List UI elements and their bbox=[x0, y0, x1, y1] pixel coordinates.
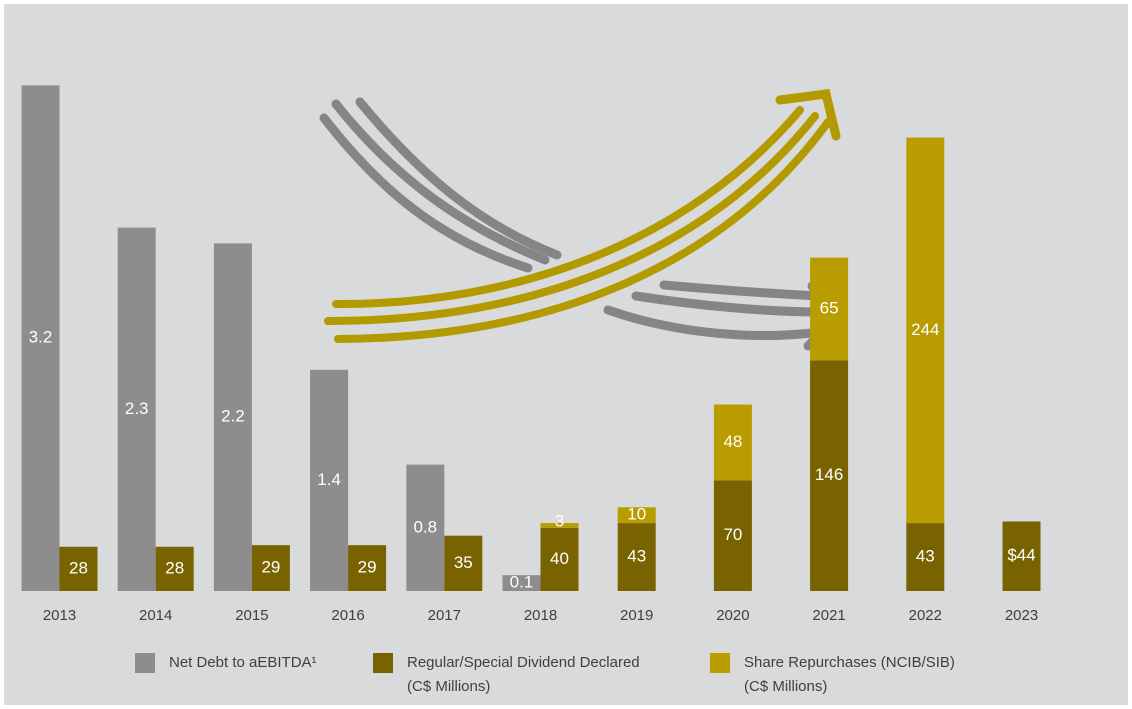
dividend-label-2018: 40 bbox=[550, 549, 569, 568]
net-debt-label-2014: 2.3 bbox=[125, 399, 149, 418]
legend: Net Debt to aEBITDA¹ Regular/Special Divi… bbox=[135, 653, 955, 695]
repurchase-label-2022: 244 bbox=[911, 320, 939, 339]
bars-group: 3.2 28 2.3 28 2.2 29 1.4 29 0.8 35 0.1 40 3 43 10 70 48 1… bbox=[21, 85, 1041, 592]
chart-background bbox=[4, 4, 1128, 705]
x-tick-2022: 2022 bbox=[909, 607, 942, 624]
net-debt-bar-2017 bbox=[406, 464, 445, 591]
net-debt-label-2018: 0.1 bbox=[510, 572, 534, 591]
dividend-label-2023: $44 bbox=[1007, 546, 1035, 565]
repurchase-bar-2018 bbox=[540, 523, 579, 528]
repurchase-label-2020: 48 bbox=[723, 432, 742, 451]
legend-swatch-dividend bbox=[373, 653, 393, 673]
legend-label-net_debt: Net Debt to aEBITDA¹ bbox=[169, 654, 317, 671]
x-axis-ticks: 2013 2014 2015 2016 2017 2018 2019 2020 2021 2022… bbox=[43, 607, 1038, 624]
repurchase-bar-2020 bbox=[713, 404, 752, 481]
x-tick-2021: 2021 bbox=[812, 607, 845, 624]
gold-arrow-head bbox=[775, 89, 841, 141]
net-debt-bar-2014 bbox=[117, 227, 156, 591]
x-tick-2023: 2023 bbox=[1005, 607, 1038, 624]
legend-label-repurchase: Share Repurchases (NCIB/SIB) bbox=[744, 654, 955, 671]
legend-label-repurchase: (C$ Millions) bbox=[744, 678, 827, 695]
dividend-label-2016: 29 bbox=[358, 558, 377, 577]
repurchase-label-2021: 65 bbox=[820, 298, 839, 317]
dividend-label-2015: 29 bbox=[261, 558, 280, 577]
x-tick-2018: 2018 bbox=[524, 607, 557, 624]
dividend-bar-2015 bbox=[251, 545, 290, 591]
net-debt-label-2013: 3.2 bbox=[29, 328, 53, 347]
gold-arrow-stroke bbox=[334, 118, 832, 343]
repurchase-bar-2021 bbox=[810, 257, 849, 361]
gray-arrow-stroke bbox=[631, 291, 825, 317]
dividend-bar-2017 bbox=[444, 535, 483, 591]
gold-arrow-stroke bbox=[324, 112, 819, 325]
x-tick-2017: 2017 bbox=[428, 607, 461, 624]
repurchase-label-2019: 10 bbox=[627, 505, 646, 524]
dividend-label-2017: 35 bbox=[454, 553, 473, 572]
x-tick-2015: 2015 bbox=[235, 607, 268, 624]
repurchase-bar-2022 bbox=[906, 137, 945, 524]
gray-arrow-stroke bbox=[603, 305, 825, 340]
x-tick-2016: 2016 bbox=[331, 607, 364, 624]
dividend-bar-2013 bbox=[59, 546, 98, 591]
net-debt-label-2015: 2.2 bbox=[221, 407, 245, 426]
dividend-bar-2020 bbox=[713, 480, 752, 591]
net-debt-bar-2013 bbox=[21, 85, 60, 592]
gray-arrow-stroke bbox=[355, 97, 562, 260]
dividend-bar-2022 bbox=[906, 523, 945, 591]
net-debt-bar-2015 bbox=[213, 243, 252, 591]
net-debt-label-2017: 0.8 bbox=[413, 517, 437, 536]
dividend-label-2021: 146 bbox=[815, 465, 843, 484]
dividend-bar-2016 bbox=[348, 545, 387, 591]
dividend-bar-2019 bbox=[617, 523, 656, 591]
x-tick-2013: 2013 bbox=[43, 607, 76, 624]
legend-swatch-repurchase bbox=[710, 653, 730, 673]
gray-arrow-stroke bbox=[319, 113, 533, 273]
dividend-label-2022: 43 bbox=[916, 547, 935, 566]
dividend-label-2020: 70 bbox=[723, 525, 742, 544]
dividend-label-2019: 43 bbox=[627, 547, 646, 566]
net-debt-label-2016: 1.4 bbox=[317, 470, 341, 489]
gold-arrow-stroke bbox=[332, 106, 804, 309]
trend-arrows bbox=[319, 89, 845, 351]
legend-swatch-net_debt bbox=[135, 653, 155, 673]
dividend-label-2013: 28 bbox=[69, 558, 88, 577]
gray-arrow-stroke bbox=[659, 280, 825, 301]
net-debt-bar-2016 bbox=[310, 369, 349, 591]
x-tick-2020: 2020 bbox=[716, 607, 749, 624]
repurchase-bar-2019 bbox=[617, 507, 656, 524]
repurchase-label-2018: 3 bbox=[555, 511, 564, 530]
legend-label-dividend: (C$ Millions) bbox=[407, 678, 490, 695]
net-debt-bar-2018 bbox=[502, 575, 541, 591]
dividend-label-2014: 28 bbox=[165, 558, 184, 577]
dividend-bar-2018 bbox=[540, 527, 579, 591]
gray-arrow-stroke bbox=[331, 99, 550, 265]
dividend-bar-2023 bbox=[1002, 521, 1041, 591]
legend-label-dividend: Regular/Special Dividend Declared bbox=[407, 654, 640, 671]
x-tick-2014: 2014 bbox=[139, 607, 172, 624]
dividend-bar-2021 bbox=[810, 360, 849, 591]
x-tick-2019: 2019 bbox=[620, 607, 653, 624]
dividend-bar-2014 bbox=[155, 546, 194, 591]
